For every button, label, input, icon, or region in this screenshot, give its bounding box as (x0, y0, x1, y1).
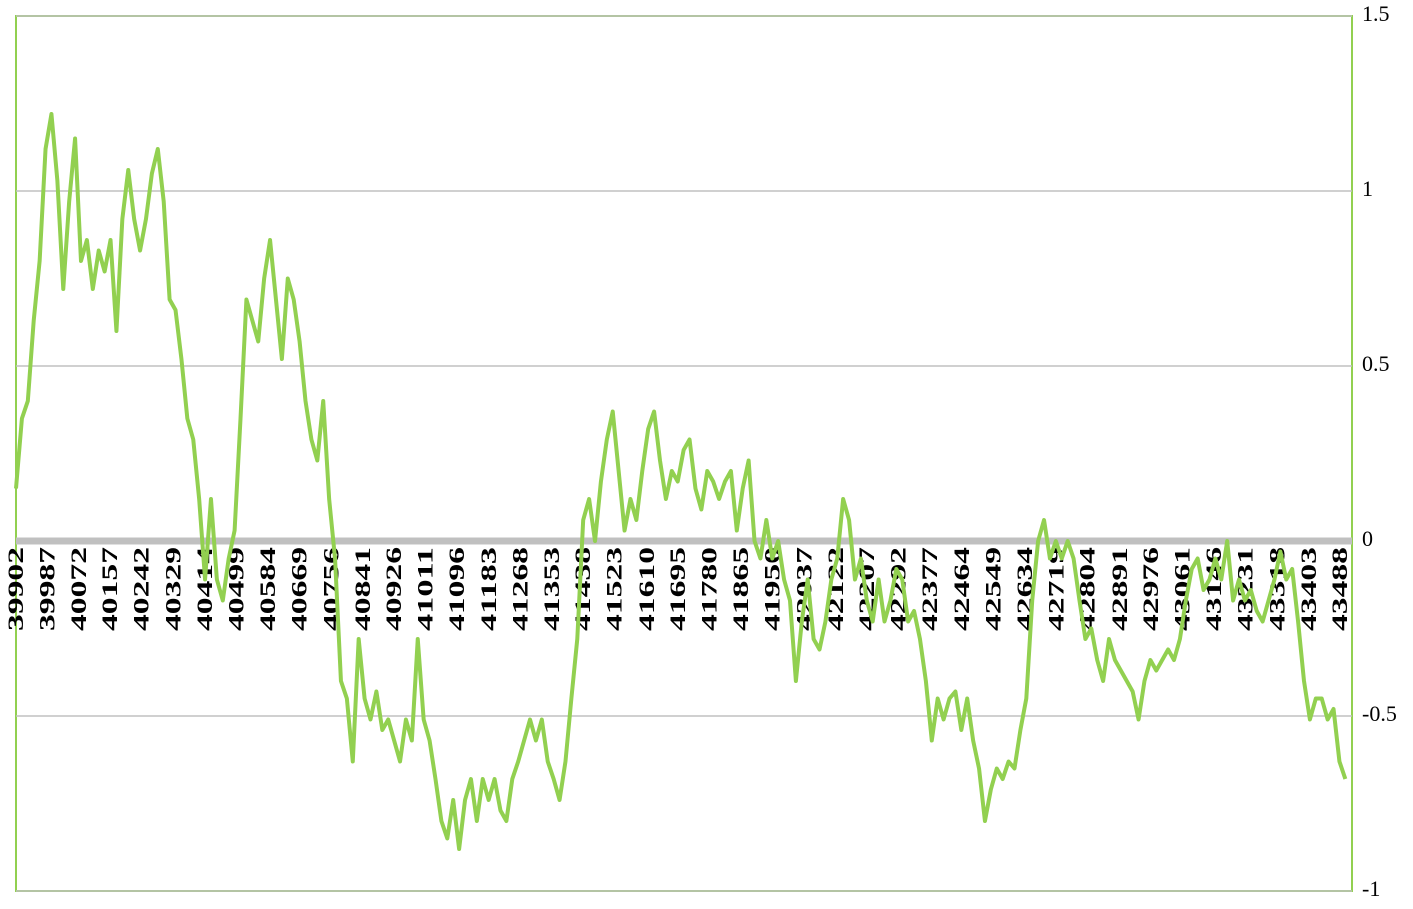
y-tick-label: 0.5 (1362, 351, 1390, 376)
x-tick-label: 41011 (413, 547, 438, 631)
x-tick-label: 40841 (350, 547, 375, 631)
x-tick-label: 43403 (1296, 547, 1321, 631)
x-tick-label: 39987 (34, 547, 59, 631)
x-tick-label: 40157 (97, 547, 122, 631)
x-tick-label: 40926 (381, 547, 406, 631)
x-tick-label: 41865 (728, 547, 753, 631)
y-tick-label: 1.5 (1362, 1, 1390, 26)
x-tick-label: 41268 (507, 547, 532, 631)
x-tick-label: 40329 (161, 547, 186, 631)
x-tick-label: 41183 (476, 547, 501, 631)
x-tick-label: 39902 (3, 547, 28, 631)
x-tick-label: 42719 (1043, 547, 1068, 631)
x-tick-label: 42976 (1138, 547, 1163, 631)
y-tick-label: 0 (1362, 526, 1373, 551)
x-tick-label: 40242 (129, 547, 154, 631)
x-tick-label: 40669 (286, 547, 311, 631)
x-tick-label: 41695 (665, 547, 690, 631)
y-tick-label: -1 (1362, 876, 1380, 901)
x-tick-label: 42549 (980, 547, 1005, 631)
x-tick-label: 41353 (539, 547, 564, 631)
x-tick-label: 43488 (1327, 547, 1352, 631)
x-tick-label: 41096 (444, 547, 469, 631)
y-tick-label: -0.5 (1362, 701, 1397, 726)
x-tick-label: 41610 (634, 547, 659, 631)
x-tick-label: 42891 (1107, 547, 1132, 631)
x-tick-label: 42464 (949, 547, 974, 631)
x-tick-label: 42377 (917, 547, 942, 631)
x-tick-label: 41523 (602, 547, 627, 631)
x-tick-label: 40584 (255, 547, 280, 631)
x-tick-label: 40072 (66, 547, 91, 631)
data-line (14, 112, 1348, 851)
x-tick-label: 41780 (697, 547, 722, 631)
y-tick-label: 1 (1362, 176, 1373, 201)
